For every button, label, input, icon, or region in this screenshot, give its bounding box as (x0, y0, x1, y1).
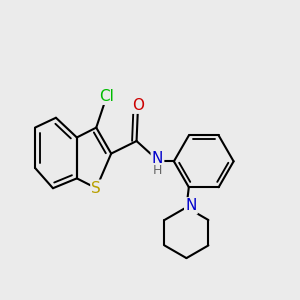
Text: N: N (185, 198, 196, 213)
Text: S: S (92, 181, 101, 196)
Text: N: N (152, 151, 163, 166)
Text: Cl: Cl (99, 89, 114, 104)
Text: H: H (153, 164, 162, 177)
Text: O: O (132, 98, 144, 113)
